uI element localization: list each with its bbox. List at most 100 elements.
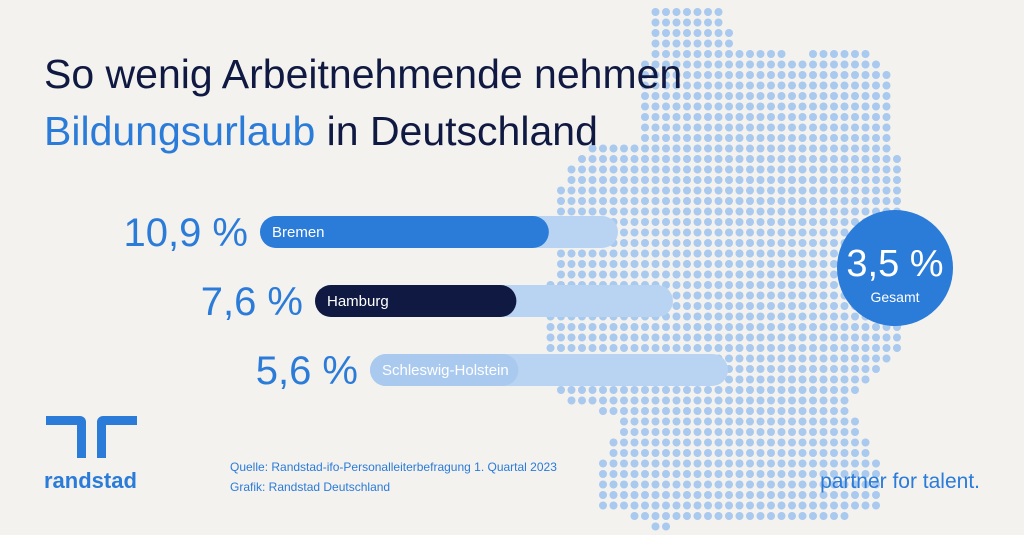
map-dot [578, 207, 586, 216]
map-dot [861, 375, 870, 384]
map-dot [756, 260, 765, 268]
map-dot [683, 417, 691, 426]
map-dot [672, 512, 681, 520]
source: Quelle: Randstad-ifo-Personalleiterbefra… [230, 460, 557, 474]
map-dot [798, 344, 807, 352]
map-dot [662, 8, 670, 16]
map-dot [861, 113, 870, 121]
map-dot [704, 302, 712, 310]
map-dot [746, 428, 754, 436]
map-dot [861, 354, 870, 363]
map-dot [788, 407, 796, 415]
map-dot [767, 81, 775, 90]
map-dot [777, 144, 786, 153]
map-dot [651, 522, 660, 531]
map-dot [588, 165, 597, 174]
map-dot [683, 197, 691, 205]
map-dot [704, 407, 712, 415]
map-dot [735, 302, 744, 310]
map-dot [767, 323, 775, 331]
map-dot [882, 144, 891, 153]
map-dot [798, 302, 807, 310]
map-dot [609, 165, 618, 174]
map-dot [788, 123, 796, 132]
map-dot [683, 386, 691, 394]
map-dot [683, 8, 691, 16]
map-dot [851, 386, 859, 394]
map-dot [641, 92, 649, 100]
map-dot [851, 428, 859, 436]
map-dot [557, 207, 565, 216]
map-dot [588, 323, 597, 331]
map-dot [861, 480, 870, 489]
map-dot [777, 155, 786, 163]
map-dot [672, 260, 681, 268]
map-dot [777, 50, 786, 58]
map-dot [819, 438, 828, 447]
map-dot [893, 186, 901, 195]
map-dot [809, 186, 817, 195]
map-dot [683, 249, 691, 258]
map-dot [819, 60, 828, 69]
map-dot [788, 228, 796, 237]
map-dot [819, 123, 828, 132]
map-dot [861, 344, 870, 352]
map-dot [798, 165, 807, 174]
map-dot [767, 50, 775, 58]
map-dot [630, 459, 639, 468]
map-dot [578, 333, 586, 342]
map-dot [725, 71, 733, 79]
map-dot [840, 491, 849, 499]
map-dot [651, 18, 660, 27]
map-dot [861, 197, 870, 205]
map-dot [651, 134, 660, 142]
map-dot [735, 333, 744, 342]
map-dot [840, 438, 849, 447]
map-dot [851, 375, 859, 384]
map-dot [788, 459, 796, 468]
map-dot [746, 417, 754, 426]
map-dot [704, 50, 712, 58]
map-dot [872, 123, 880, 132]
map-dot [767, 123, 775, 132]
map-dot [840, 323, 849, 331]
map-dot [882, 81, 891, 90]
map-dot [746, 249, 754, 258]
map-dot [872, 197, 880, 205]
map-dot [872, 480, 880, 489]
map-dot [557, 186, 565, 195]
map-dot [830, 249, 838, 258]
map-dot [683, 260, 691, 268]
map-dot [714, 102, 723, 111]
map-dot [746, 197, 754, 205]
map-dot [872, 165, 880, 174]
map-dot [819, 386, 828, 394]
map-dot [693, 333, 702, 342]
map-dot [672, 207, 681, 216]
bars: Bremen 10,9 % Hamburg 7,6 % Schleswig-Holste… [123, 211, 728, 393]
map-dot [861, 323, 870, 331]
map-dot [662, 407, 670, 415]
map-dot [630, 249, 639, 258]
map-dot [798, 312, 807, 321]
map-dot [746, 228, 754, 237]
map-dot [746, 60, 754, 69]
map-dot [756, 459, 765, 468]
map-dot [567, 260, 576, 268]
map-dot [830, 365, 838, 373]
map-dot [788, 60, 796, 69]
map-dot [746, 344, 754, 352]
map-dot [746, 396, 754, 405]
map-dot [840, 113, 849, 121]
map-dot [767, 270, 775, 279]
map-dot [809, 92, 817, 100]
map-dot [662, 123, 670, 132]
map-dot [630, 176, 639, 184]
map-dot [767, 92, 775, 100]
map-dot [788, 218, 796, 226]
map-dot [830, 71, 838, 79]
map-dot [840, 428, 849, 436]
map-dot [756, 501, 765, 510]
map-dot [693, 344, 702, 352]
map-dot [788, 102, 796, 111]
